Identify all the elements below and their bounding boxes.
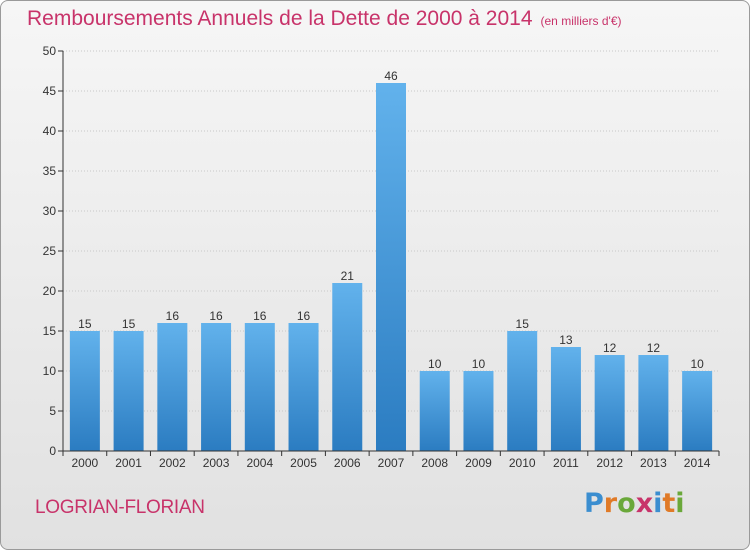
bar-2005 — [288, 323, 319, 451]
logo-letter: o — [617, 488, 636, 519]
bar-2009 — [463, 371, 494, 451]
x-tick-label-2005: 2005 — [290, 456, 317, 470]
y-tick-label: 30 — [43, 204, 57, 218]
logo-letter: i — [653, 488, 663, 519]
x-tick-label-2012: 2012 — [596, 456, 623, 470]
bar-2004 — [244, 323, 275, 451]
data-label-2006: 21 — [341, 269, 355, 283]
data-label-2013: 12 — [647, 341, 661, 355]
y-tick-label: 5 — [49, 404, 56, 418]
x-tick-label-2011: 2011 — [553, 456, 579, 470]
bar-2003 — [201, 323, 232, 451]
bar-2001 — [113, 331, 144, 451]
data-label-2008: 10 — [428, 357, 442, 371]
chart-title-text: Remboursements Annuels de la Dette de 20… — [27, 7, 533, 30]
y-tick-label: 0 — [49, 444, 56, 458]
data-label-2005: 16 — [297, 309, 311, 323]
data-label-2012: 12 — [603, 341, 617, 355]
commune-name: LOGRIAN-FLORIAN — [35, 497, 205, 518]
data-label-2001: 15 — [122, 317, 136, 331]
bar-2006 — [332, 283, 363, 451]
logo-letter: i — [675, 488, 685, 519]
x-tick-label-2007: 2007 — [378, 456, 405, 470]
data-label-2014: 10 — [690, 357, 704, 371]
x-tick-label-2003: 2003 — [203, 456, 230, 470]
bar-2013 — [638, 355, 669, 451]
x-tick-label-2009: 2009 — [465, 456, 492, 470]
bar-2011 — [550, 347, 581, 451]
chart-title: Remboursements Annuels de la Dette de 20… — [27, 7, 622, 31]
y-tick-label: 25 — [43, 244, 57, 258]
logo-letter: x — [635, 488, 654, 519]
x-tick-label-2001: 2001 — [115, 456, 142, 470]
data-label-2004: 16 — [253, 309, 267, 323]
y-tick-label: 10 — [43, 364, 57, 378]
y-tick-label: 35 — [43, 164, 57, 178]
bar-2010 — [507, 331, 538, 451]
logo-letter: P — [584, 488, 604, 519]
y-tick-label: 50 — [43, 44, 57, 58]
bar-2014 — [682, 371, 713, 451]
bar-2002 — [157, 323, 188, 451]
data-label-2003: 16 — [209, 309, 223, 323]
axis-layer: 0 5 10 15 20 25 30 35 40 45 50 2000 2001 2002 2003 2004… — [43, 44, 720, 470]
bar-layer: 15 15 16 16 16 16 21 46 10 10 15 13 12 12 10 — [69, 69, 713, 451]
data-label-2010: 15 — [516, 317, 530, 331]
data-label-2009: 10 — [472, 357, 486, 371]
bar-2007 — [376, 83, 406, 451]
x-tick-label-2006: 2006 — [334, 456, 361, 470]
data-label-2002: 16 — [166, 309, 180, 323]
bar-2012 — [594, 355, 625, 451]
bar-2008 — [419, 371, 450, 451]
logo-letter: r — [603, 488, 618, 519]
x-tick-label-2000: 2000 — [72, 456, 99, 470]
bar-2000 — [69, 331, 100, 451]
y-tick-label: 45 — [43, 84, 57, 98]
x-tick-label-2002: 2002 — [159, 456, 186, 470]
data-label-2000: 15 — [78, 317, 92, 331]
y-tick-label: 40 — [43, 124, 57, 138]
data-label-2011: 13 — [559, 333, 573, 347]
x-tick-label-2010: 2010 — [509, 456, 536, 470]
x-tick-label-2008: 2008 — [421, 456, 448, 470]
data-label-2007: 46 — [384, 69, 398, 83]
chart-unit: (en milliers d'€) — [540, 14, 622, 28]
x-tick-label-2013: 2013 — [640, 456, 667, 470]
proxiti-logo[interactable]: Proxiti — [584, 488, 685, 519]
y-tick-label: 20 — [43, 284, 57, 298]
x-tick-label-2014: 2014 — [684, 456, 711, 470]
y-tick-label: 15 — [43, 324, 57, 338]
logo-letter: t — [662, 488, 676, 519]
x-tick-label-2004: 2004 — [246, 456, 273, 470]
